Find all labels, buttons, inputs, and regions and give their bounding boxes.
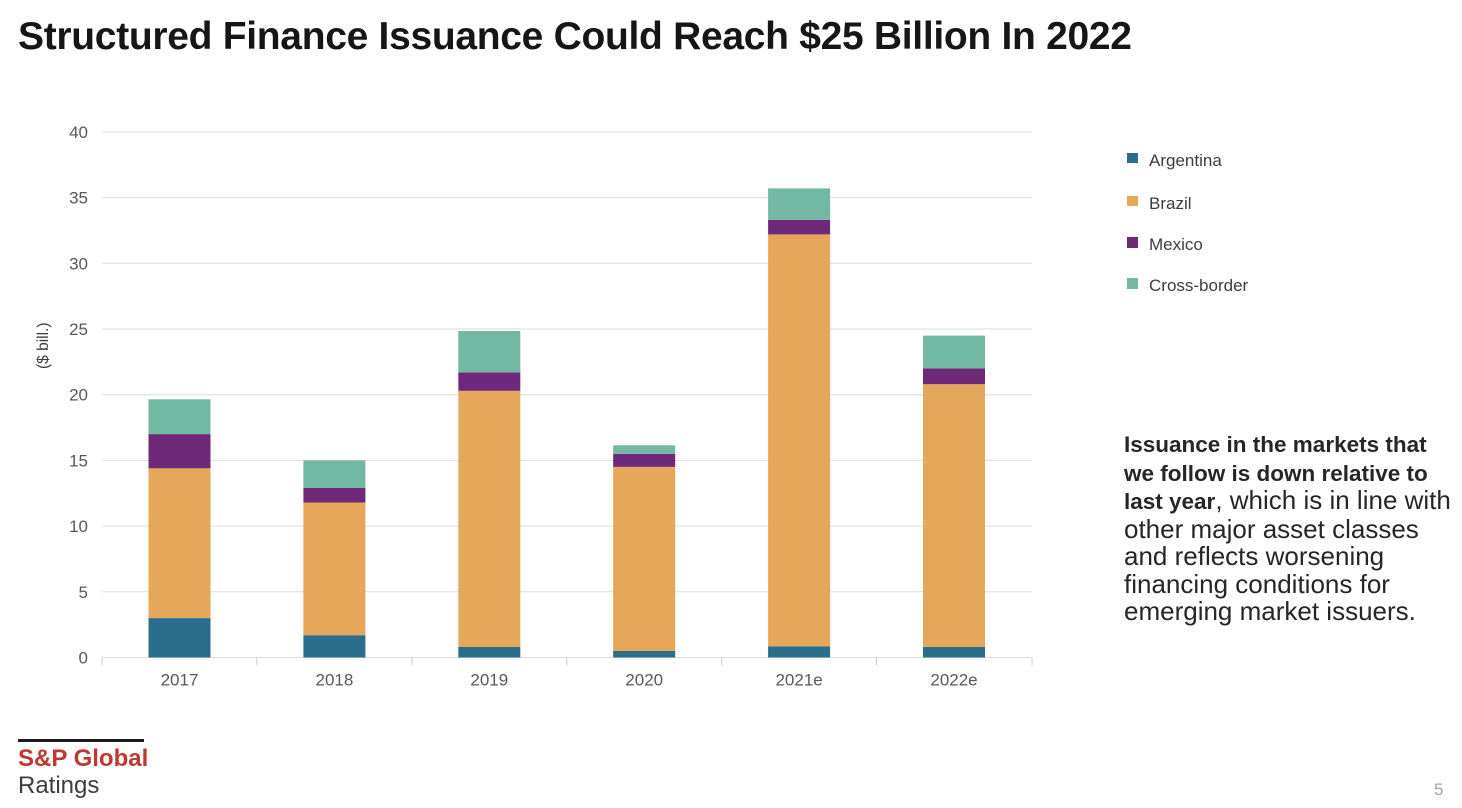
svg-text:2017: 2017 xyxy=(161,671,199,690)
svg-text:5: 5 xyxy=(79,583,88,602)
svg-text:20: 20 xyxy=(69,386,88,405)
svg-text:40: 40 xyxy=(69,123,88,142)
svg-text:25: 25 xyxy=(69,320,88,339)
svg-text:2018: 2018 xyxy=(315,671,353,690)
svg-text:2020: 2020 xyxy=(625,671,663,690)
svg-text:10: 10 xyxy=(69,517,88,536)
svg-text:15: 15 xyxy=(69,451,88,470)
svg-text:30: 30 xyxy=(69,254,88,273)
svg-text:2022e: 2022e xyxy=(930,671,977,690)
svg-text:0: 0 xyxy=(79,649,88,668)
svg-text:2021e: 2021e xyxy=(775,671,822,690)
svg-text:35: 35 xyxy=(69,189,88,208)
svg-text:2019: 2019 xyxy=(470,671,508,690)
